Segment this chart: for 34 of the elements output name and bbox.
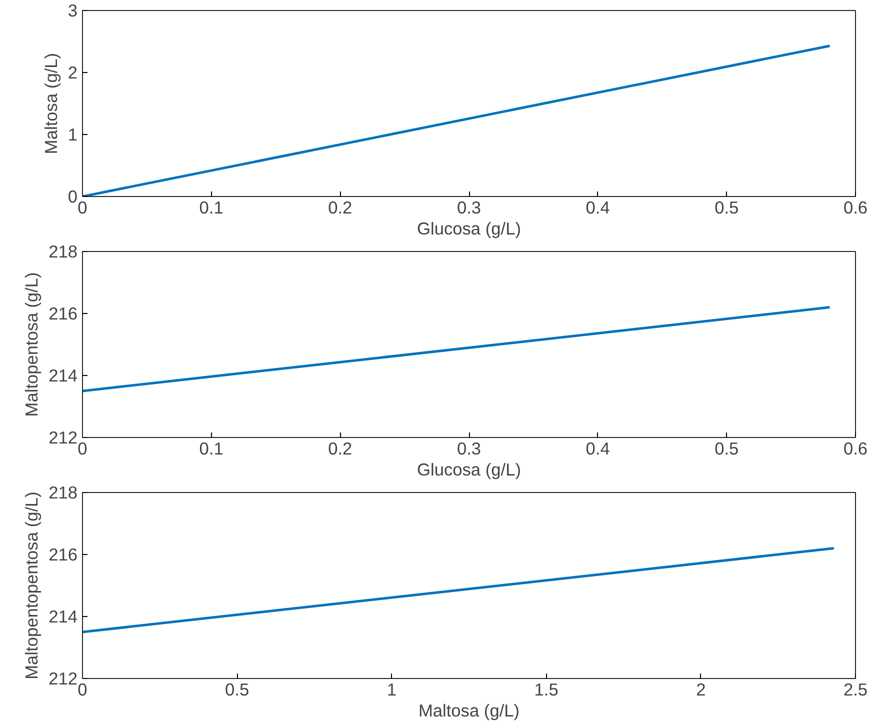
x-axis-title: Glucosa (g/L) [416,218,522,238]
y-axis-title: Maltopentopentosa (g/L) [22,492,42,680]
y-tick-label: 218 [48,482,78,502]
x-tick-label: 1.5 [534,680,558,700]
x-tick-label: 0.6 [843,438,868,458]
y-tick-label: 2 [68,62,78,82]
y-tick-label: 214 [48,606,78,626]
y-tick-label: 212 [48,668,78,688]
x-tick-label: 0.2 [328,198,352,218]
x-tick-label: 0.4 [586,198,610,218]
x-tick-label: 0.3 [456,438,482,458]
y-tick-label: 216 [48,304,78,324]
y-tick-label: 212 [48,428,78,448]
x-tick-label: 0.6 [843,198,868,218]
x-tick-label: 0.5 [714,198,739,218]
y-tick-label: 214 [48,366,78,386]
y-tick-label: 1 [68,124,78,144]
x-tick-label: 0.5 [714,438,739,458]
x-tick-label: 0.3 [456,198,482,218]
x-tick-label: 0.5 [225,680,250,700]
x-axis-title: Maltosa (g/L) [418,700,520,720]
x-tick-label: 0.4 [586,438,610,458]
y-tick-label: 216 [48,544,78,564]
x-tick-label: 2 [696,680,706,700]
y-axis-title: Maltopentosa (g/L) [22,272,42,417]
x-tick-label: 1 [386,680,397,700]
y-tick-label: 3 [68,0,78,20]
x-tick-label: 0.1 [199,438,224,458]
x-axis-title: Glucosa (g/L) [416,460,522,480]
x-tick-label: 0.2 [328,438,352,458]
y-tick-label: 218 [48,242,78,262]
y-axis-title: Maltosa (g/L) [40,52,61,154]
x-tick-label: 0.1 [199,198,224,218]
x-tick-label: 2.5 [843,680,868,700]
